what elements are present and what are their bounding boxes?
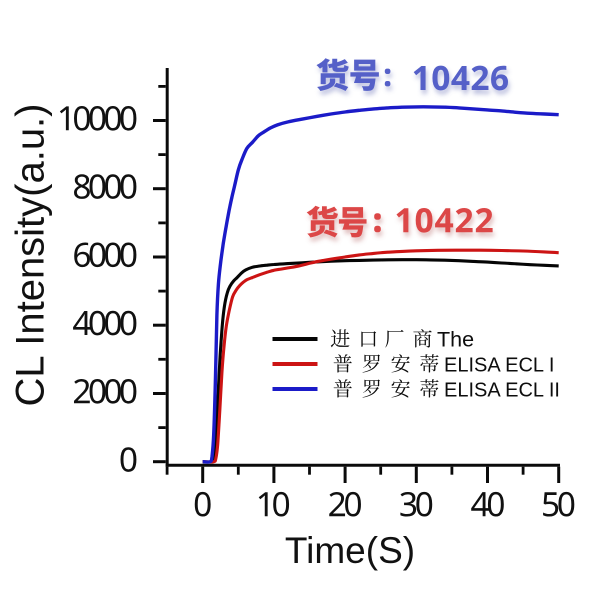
svg-text:The: The [437, 328, 474, 352]
svg-text:Time(S): Time(S) [285, 530, 415, 571]
svg-text:ELISA ECL I: ELISA ECL I [444, 355, 554, 377]
svg-text:ELISA ECL II: ELISA ECL II [444, 380, 560, 402]
svg-text:CL Intensity(a.u.): CL Intensity(a.u.) [9, 104, 53, 407]
